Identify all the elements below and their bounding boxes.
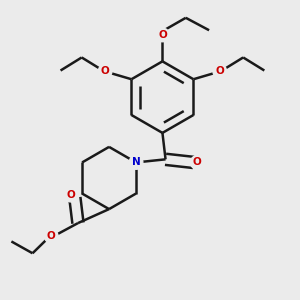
Circle shape — [64, 188, 78, 202]
Text: O: O — [158, 30, 167, 40]
Circle shape — [213, 64, 227, 78]
Text: O: O — [67, 190, 76, 200]
Text: O: O — [193, 158, 202, 167]
Text: O: O — [47, 231, 56, 241]
Circle shape — [98, 64, 112, 78]
Text: N: N — [132, 158, 140, 167]
Circle shape — [190, 156, 204, 169]
Text: O: O — [100, 67, 109, 76]
Circle shape — [44, 229, 58, 243]
Text: O: O — [215, 67, 224, 76]
Circle shape — [129, 156, 143, 169]
Circle shape — [156, 28, 169, 42]
